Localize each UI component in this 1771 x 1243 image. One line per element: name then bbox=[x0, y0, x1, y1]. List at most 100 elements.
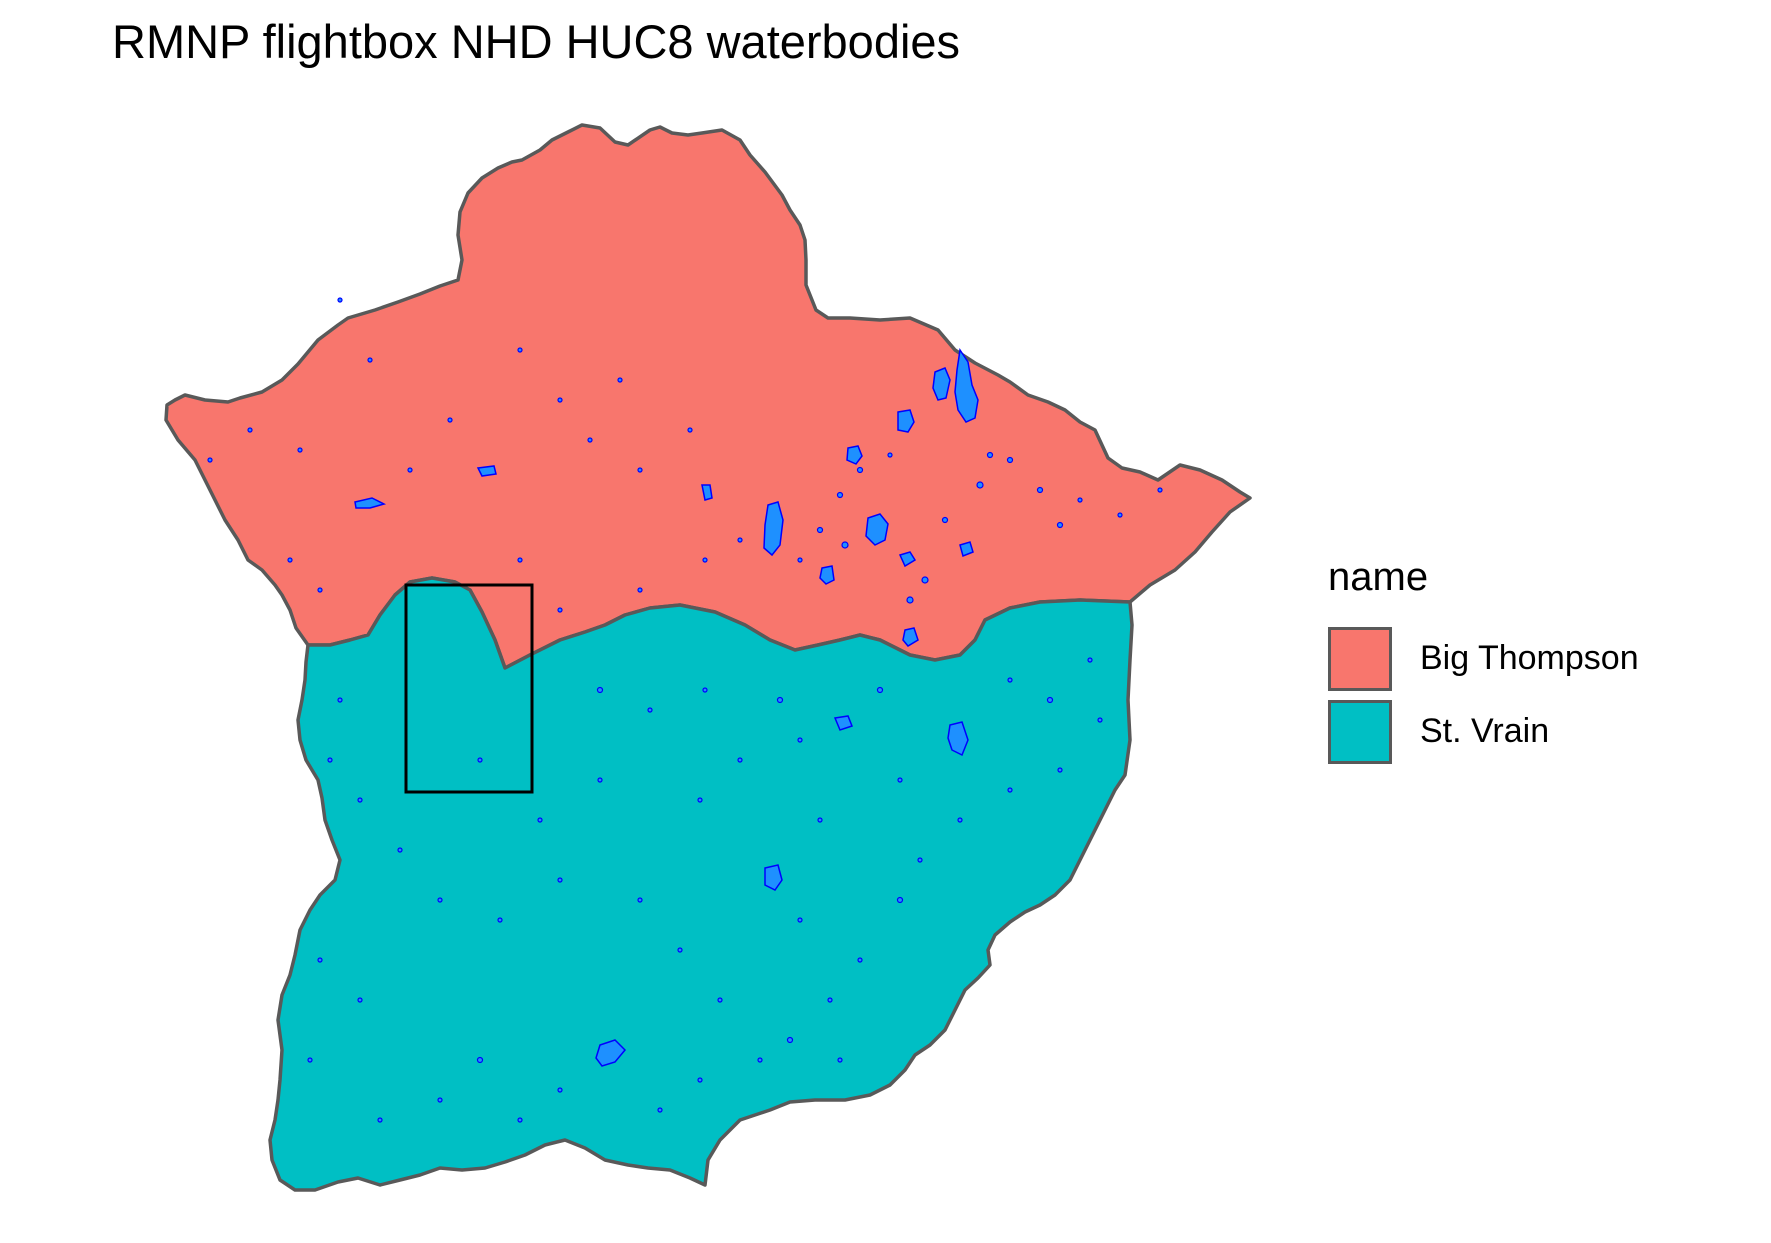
waterbody-pond bbox=[737, 757, 743, 763]
waterbody-pond bbox=[841, 541, 849, 549]
huc8-big-thompson bbox=[164, 123, 1252, 670]
legend: name Big Thompson St. Vrain bbox=[1328, 555, 1639, 768]
legend-key-st-vrain bbox=[1328, 699, 1392, 764]
waterbody-pond bbox=[697, 797, 703, 803]
waterbody-pond bbox=[637, 467, 643, 473]
waterbody-pond bbox=[1117, 512, 1123, 518]
waterbody-pond bbox=[757, 1057, 763, 1063]
waterbody-pond bbox=[367, 357, 373, 363]
waterbody-pond bbox=[797, 737, 803, 743]
waterbody-lake bbox=[902, 627, 919, 647]
waterbody-pond bbox=[557, 1087, 563, 1093]
waterbody-pond bbox=[1007, 677, 1013, 683]
waterbody-lake bbox=[897, 409, 915, 433]
legend-label-big-thompson: Big Thompson bbox=[1420, 639, 1639, 677]
waterbody-pond bbox=[357, 997, 363, 1003]
waterbody-lake bbox=[947, 721, 969, 757]
waterbody-pond bbox=[317, 957, 323, 963]
waterbody-pond bbox=[856, 466, 864, 474]
waterbody-lake bbox=[954, 347, 979, 423]
waterbody-pond bbox=[687, 427, 693, 433]
waterbody-pond bbox=[407, 467, 413, 473]
legend-title: name bbox=[1328, 555, 1429, 599]
waterbody-pond bbox=[596, 686, 604, 694]
waterbody-pond bbox=[717, 997, 723, 1003]
waterbody-lake bbox=[476, 465, 497, 477]
waterbody-pond bbox=[307, 1057, 313, 1063]
waterbody-lake bbox=[701, 484, 713, 501]
waterbody-pond bbox=[357, 797, 363, 803]
waterbodies bbox=[354, 347, 979, 1067]
waterbody-pond bbox=[677, 947, 683, 953]
waterbody-pond bbox=[337, 297, 343, 303]
waterbody-pond bbox=[437, 897, 443, 903]
waterbody-pond bbox=[557, 397, 563, 403]
waterbody-pond bbox=[836, 491, 844, 499]
waterbody-lake bbox=[595, 1039, 627, 1067]
waterbody-pond bbox=[797, 557, 803, 563]
waterbody-pond bbox=[587, 437, 593, 443]
waterbody-lake bbox=[898, 551, 917, 568]
waterbody-pond bbox=[657, 1107, 663, 1113]
waterbody-lake bbox=[354, 497, 387, 509]
waterbody-lake bbox=[932, 367, 951, 401]
waterbody-pond bbox=[827, 997, 833, 1003]
waterbody-pond bbox=[906, 596, 914, 604]
waterbody-pond bbox=[776, 696, 784, 704]
waterbody-lake bbox=[959, 541, 974, 558]
waterbody-pond bbox=[1056, 521, 1064, 529]
legend-item-st-vrain: St. Vrain bbox=[1328, 695, 1639, 768]
waterbody-pond bbox=[976, 481, 984, 489]
waterbody-pond bbox=[637, 897, 643, 903]
waterbody-pond bbox=[986, 451, 994, 459]
waterbody-lake bbox=[846, 445, 863, 465]
waterbody-pond bbox=[817, 817, 823, 823]
waterbody-pond bbox=[327, 757, 333, 763]
waterbody-pond bbox=[397, 847, 403, 853]
waterbody-pond bbox=[941, 516, 949, 524]
waterbody-lake bbox=[819, 565, 835, 585]
waterbody-pond bbox=[377, 1117, 383, 1123]
waterbody-pond bbox=[857, 957, 863, 963]
waterbody-pond bbox=[737, 537, 743, 543]
legend-key-big-thompson bbox=[1328, 626, 1392, 691]
waterbody-lake bbox=[763, 501, 784, 557]
waterbody-pond bbox=[597, 777, 603, 783]
waterbody-pond bbox=[447, 417, 453, 423]
waterbody-pond bbox=[517, 1117, 523, 1123]
waterbody-pond bbox=[896, 896, 904, 904]
waterbody-pond bbox=[702, 687, 708, 693]
waterbody-pond bbox=[557, 877, 563, 883]
waterbody-pond bbox=[702, 557, 708, 563]
legend-item-big-thompson: Big Thompson bbox=[1328, 622, 1639, 695]
small-waterbodies bbox=[207, 297, 1163, 1123]
waterbody-pond bbox=[917, 857, 923, 863]
waterbody-lake bbox=[764, 864, 783, 891]
waterbody-pond bbox=[957, 817, 963, 823]
waterbody-pond bbox=[1057, 767, 1063, 773]
waterbody-pond bbox=[786, 1036, 794, 1044]
waterbody-pond bbox=[647, 707, 653, 713]
waterbody-pond bbox=[297, 447, 303, 453]
legend-label-st-vrain: St. Vrain bbox=[1420, 712, 1550, 750]
waterbody-pond bbox=[337, 697, 343, 703]
waterbody-pond bbox=[517, 347, 523, 353]
waterbody-pond bbox=[1087, 657, 1093, 663]
waterbody-pond bbox=[897, 777, 903, 783]
waterbody-pond bbox=[1077, 497, 1083, 503]
waterbody-pond bbox=[797, 917, 803, 923]
waterbody-pond bbox=[1007, 787, 1013, 793]
waterbody-pond bbox=[1006, 456, 1014, 464]
waterbody-pond bbox=[537, 817, 543, 823]
map-title: RMNP flightbox NHD HUC8 waterbodies bbox=[112, 15, 961, 68]
waterbody-pond bbox=[617, 377, 623, 383]
waterbody-pond bbox=[477, 757, 483, 763]
waterbody-pond bbox=[476, 1056, 484, 1064]
waterbody-pond bbox=[921, 576, 929, 584]
waterbody-pond bbox=[207, 457, 213, 463]
waterbody-pond bbox=[637, 587, 643, 593]
waterbody-pond bbox=[697, 1077, 703, 1083]
waterbody-pond bbox=[876, 686, 884, 694]
flightbox-rectangle bbox=[404, 583, 534, 794]
waterbody-pond bbox=[287, 557, 293, 563]
